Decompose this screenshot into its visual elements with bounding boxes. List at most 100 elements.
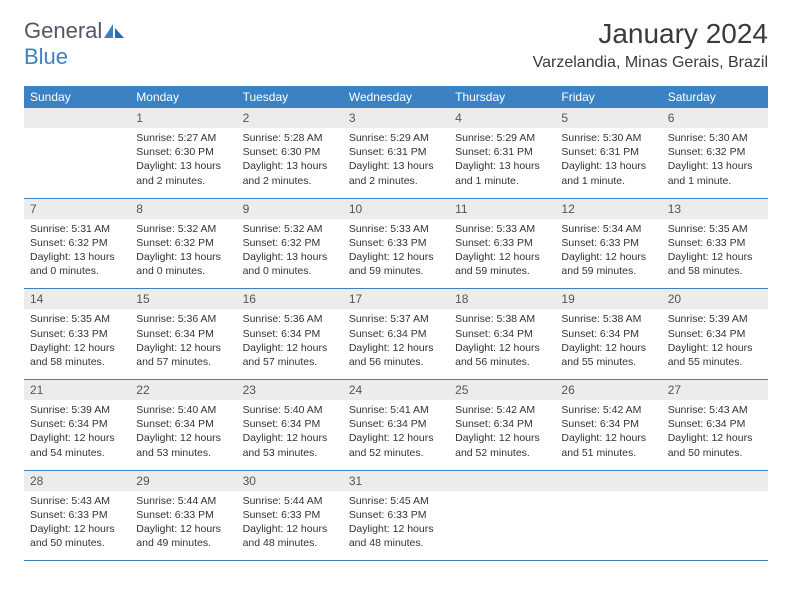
day-number: 9 [237,198,343,219]
daylight-text: Daylight: 12 hours and 58 minutes. [668,250,762,278]
month-title: January 2024 [533,18,768,50]
day-cell [449,491,555,561]
week-row: Sunrise: 5:31 AMSunset: 6:32 PMDaylight:… [24,219,768,289]
sunrise-text: Sunrise: 5:32 AM [243,222,337,236]
day-number: 26 [555,380,661,401]
day-cell: Sunrise: 5:32 AMSunset: 6:32 PMDaylight:… [237,219,343,289]
brand-text: General Blue [24,18,124,70]
day-number: 7 [24,198,130,219]
daynum-row: 78910111213 [24,198,768,219]
day-number: 31 [343,470,449,491]
sunrise-text: Sunrise: 5:35 AM [668,222,762,236]
day-cell: Sunrise: 5:43 AMSunset: 6:33 PMDaylight:… [24,491,130,561]
day-header: Monday [130,86,236,108]
sunset-text: Sunset: 6:34 PM [136,327,230,341]
day-cell: Sunrise: 5:33 AMSunset: 6:33 PMDaylight:… [449,219,555,289]
sunset-text: Sunset: 6:33 PM [455,236,549,250]
calendar-page: General Blue January 2024 Varzelandia, M… [0,0,792,579]
sunrise-text: Sunrise: 5:27 AM [136,131,230,145]
day-number: 2 [237,108,343,128]
day-number: 12 [555,198,661,219]
daylight-text: Daylight: 12 hours and 59 minutes. [349,250,443,278]
daylight-text: Daylight: 13 hours and 0 minutes. [243,250,337,278]
daylight-text: Daylight: 12 hours and 57 minutes. [243,341,337,369]
day-header-row: Sunday Monday Tuesday Wednesday Thursday… [24,86,768,108]
location-text: Varzelandia, Minas Gerais, Brazil [533,54,768,72]
day-number: 1 [130,108,236,128]
sunrise-text: Sunrise: 5:40 AM [243,403,337,417]
daynum-row: 21222324252627 [24,380,768,401]
daylight-text: Daylight: 13 hours and 2 minutes. [243,159,337,187]
day-number: 11 [449,198,555,219]
calendar-table: Sunday Monday Tuesday Wednesday Thursday… [24,86,768,561]
sunset-text: Sunset: 6:34 PM [243,417,337,431]
daylight-text: Daylight: 12 hours and 55 minutes. [561,341,655,369]
sunset-text: Sunset: 6:33 PM [136,508,230,522]
daylight-text: Daylight: 12 hours and 52 minutes. [349,431,443,459]
sunrise-text: Sunrise: 5:44 AM [136,494,230,508]
daylight-text: Daylight: 13 hours and 1 minute. [561,159,655,187]
sunrise-text: Sunrise: 5:35 AM [30,312,124,326]
day-cell: Sunrise: 5:36 AMSunset: 6:34 PMDaylight:… [130,309,236,379]
sunrise-text: Sunrise: 5:31 AM [30,222,124,236]
sunrise-text: Sunrise: 5:38 AM [455,312,549,326]
day-cell: Sunrise: 5:30 AMSunset: 6:32 PMDaylight:… [662,128,768,198]
title-block: January 2024 Varzelandia, Minas Gerais, … [533,18,768,72]
sunrise-text: Sunrise: 5:32 AM [136,222,230,236]
day-cell [662,491,768,561]
daylight-text: Daylight: 13 hours and 2 minutes. [349,159,443,187]
day-number: 6 [662,108,768,128]
day-number: 29 [130,470,236,491]
daylight-text: Daylight: 13 hours and 2 minutes. [136,159,230,187]
sunrise-text: Sunrise: 5:45 AM [349,494,443,508]
sunset-text: Sunset: 6:31 PM [349,145,443,159]
day-cell: Sunrise: 5:42 AMSunset: 6:34 PMDaylight:… [555,400,661,470]
day-number: 25 [449,380,555,401]
sunset-text: Sunset: 6:33 PM [243,508,337,522]
day-cell: Sunrise: 5:38 AMSunset: 6:34 PMDaylight:… [555,309,661,379]
brand-part2: Blue [24,44,68,69]
sunset-text: Sunset: 6:34 PM [349,417,443,431]
sunset-text: Sunset: 6:34 PM [668,327,762,341]
brand-part1: General [24,18,102,43]
daylight-text: Daylight: 13 hours and 0 minutes. [30,250,124,278]
daylight-text: Daylight: 13 hours and 0 minutes. [136,250,230,278]
daynum-row: 123456 [24,108,768,128]
day-number: 10 [343,198,449,219]
sunrise-text: Sunrise: 5:36 AM [136,312,230,326]
day-number: 16 [237,289,343,310]
sunrise-text: Sunrise: 5:29 AM [455,131,549,145]
day-number: 22 [130,380,236,401]
day-number: 27 [662,380,768,401]
daylight-text: Daylight: 12 hours and 59 minutes. [455,250,549,278]
daylight-text: Daylight: 13 hours and 1 minute. [455,159,549,187]
sunrise-text: Sunrise: 5:29 AM [349,131,443,145]
sunset-text: Sunset: 6:34 PM [455,327,549,341]
day-cell: Sunrise: 5:39 AMSunset: 6:34 PMDaylight:… [24,400,130,470]
sunset-text: Sunset: 6:32 PM [243,236,337,250]
sunrise-text: Sunrise: 5:30 AM [668,131,762,145]
daylight-text: Daylight: 12 hours and 51 minutes. [561,431,655,459]
day-cell: Sunrise: 5:41 AMSunset: 6:34 PMDaylight:… [343,400,449,470]
sunrise-text: Sunrise: 5:39 AM [30,403,124,417]
sunset-text: Sunset: 6:34 PM [349,327,443,341]
sunrise-text: Sunrise: 5:43 AM [30,494,124,508]
sunrise-text: Sunrise: 5:36 AM [243,312,337,326]
sunset-text: Sunset: 6:31 PM [561,145,655,159]
day-cell: Sunrise: 5:38 AMSunset: 6:34 PMDaylight:… [449,309,555,379]
sunrise-text: Sunrise: 5:28 AM [243,131,337,145]
daylight-text: Daylight: 12 hours and 57 minutes. [136,341,230,369]
day-cell: Sunrise: 5:39 AMSunset: 6:34 PMDaylight:… [662,309,768,379]
sunset-text: Sunset: 6:34 PM [561,417,655,431]
daylight-text: Daylight: 12 hours and 53 minutes. [243,431,337,459]
sunset-text: Sunset: 6:33 PM [349,508,443,522]
sunrise-text: Sunrise: 5:42 AM [455,403,549,417]
daylight-text: Daylight: 12 hours and 50 minutes. [30,522,124,550]
sail-icon [104,24,124,38]
day-cell: Sunrise: 5:44 AMSunset: 6:33 PMDaylight:… [237,491,343,561]
sunset-text: Sunset: 6:34 PM [561,327,655,341]
sunrise-text: Sunrise: 5:34 AM [561,222,655,236]
day-number: 28 [24,470,130,491]
sunrise-text: Sunrise: 5:30 AM [561,131,655,145]
day-cell: Sunrise: 5:33 AMSunset: 6:33 PMDaylight:… [343,219,449,289]
